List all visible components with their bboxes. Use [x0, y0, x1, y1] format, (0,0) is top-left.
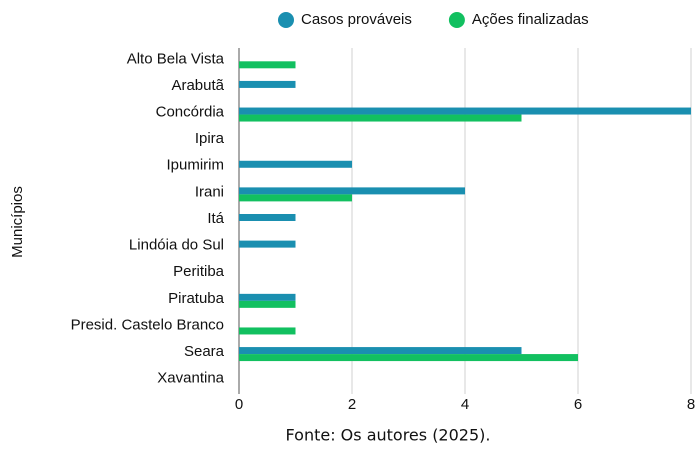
legend-label: Casos prováveis	[301, 11, 412, 28]
y-tick-label: Arabutã	[171, 77, 224, 94]
y-tick-label: Xavantina	[157, 370, 224, 387]
y-tick-label: Irani	[195, 183, 224, 200]
x-tick-label: 4	[461, 396, 469, 413]
bar	[239, 293, 296, 301]
bar	[239, 61, 296, 69]
legend-swatch	[278, 12, 294, 28]
y-tick-label: Seara	[184, 343, 225, 360]
y-tick-label: Ipira	[195, 130, 225, 147]
y-axis-label: Municípios	[9, 186, 26, 258]
y-tick-label: Itá	[207, 210, 224, 227]
bar	[239, 80, 296, 88]
bar	[239, 114, 522, 122]
x-tick-label: 0	[235, 396, 243, 413]
legend-label: Ações finalizadas	[472, 11, 589, 28]
x-tick-label: 2	[348, 396, 356, 413]
bar	[239, 347, 522, 355]
bar	[239, 240, 296, 248]
bar	[239, 327, 296, 335]
caption: Fonte: Os autores (2025).	[286, 426, 491, 445]
bar	[239, 187, 465, 195]
y-tick-label: Lindóia do Sul	[129, 237, 224, 254]
bar	[239, 160, 352, 168]
bar	[239, 194, 352, 202]
x-tick-label: 8	[687, 396, 695, 413]
legend-swatch	[448, 12, 465, 28]
y-tick-label: Concórdia	[156, 104, 225, 121]
bar	[239, 354, 578, 362]
bar	[239, 107, 691, 115]
bar	[239, 300, 296, 308]
y-tick-label: Piratuba	[168, 290, 225, 307]
y-tick-label: Peritiba	[173, 263, 225, 280]
y-tick-label: Presid. Castelo Branco	[71, 316, 224, 333]
bar	[239, 214, 296, 221]
y-tick-label: Ipumirim	[166, 157, 224, 174]
y-tick-label: Alto Bela Vista	[127, 50, 225, 67]
x-tick-label: 6	[574, 396, 582, 413]
